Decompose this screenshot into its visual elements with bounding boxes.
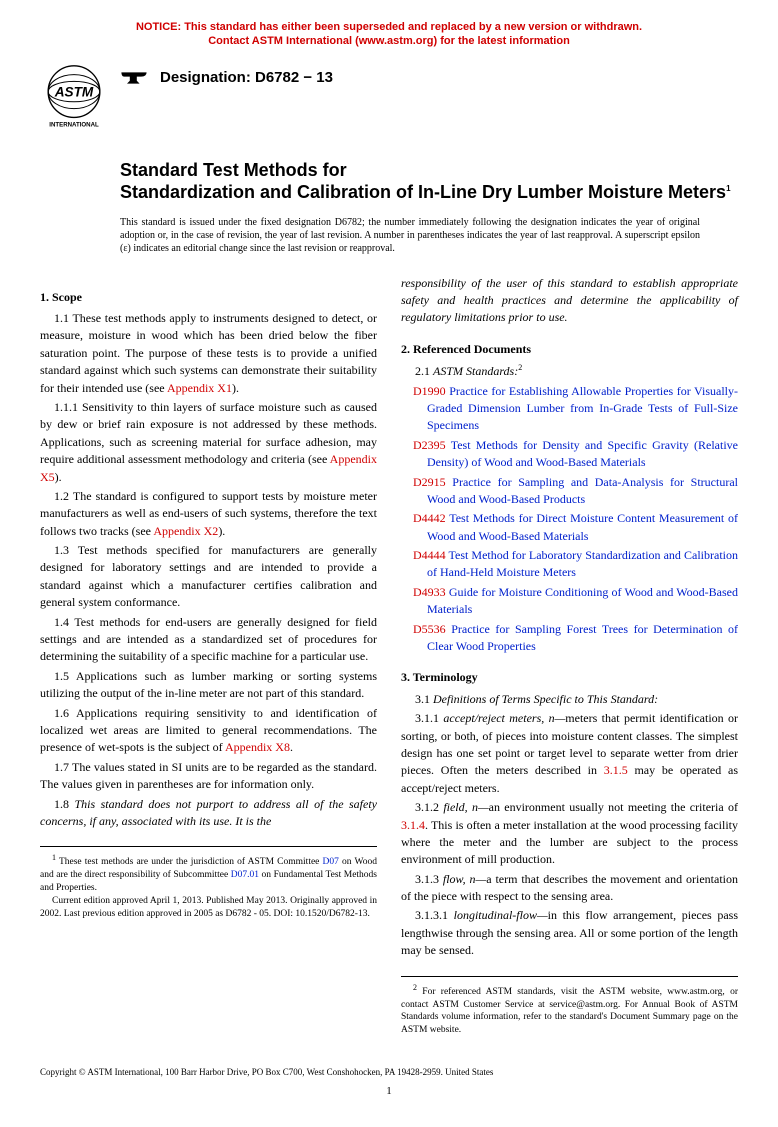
right-footnotes: 2 For referenced ASTM standards, visit t… [401,976,738,1037]
para-3-1-2: 3.1.2 field, n—an environment usually no… [401,799,738,869]
footnote-1b: Current edition approved April 1, 2013. … [40,895,377,921]
astm-logo: ASTM INTERNATIONAL [40,61,108,129]
refdocs-heading: 2. Referenced Documents [401,341,738,358]
left-column: 1. Scope 1.1 These test methods apply to… [40,275,377,1037]
para-1-7: 1.7 The values stated in SI units are to… [40,759,377,794]
reference-item[interactable]: D2915 Practice for Sampling and Data-Ana… [401,474,738,509]
page-number: 1 [40,1085,738,1097]
para-1-1-1: 1.1.1 Sensitivity to thin layers of surf… [40,399,377,486]
notice-line2: Contact ASTM International (www.astm.org… [208,35,570,47]
appendix-x2-link[interactable]: Appendix X2 [153,524,218,538]
reference-text: Practice for Sampling Forest Trees for D… [427,622,738,653]
references-list: D1990 Practice for Establishing Allowabl… [401,383,738,656]
reference-code: D4933 [413,585,446,599]
designation-text: Designation: D6782 − 13 [160,69,333,86]
reference-item[interactable]: D4933 Guide for Moisture Conditioning of… [401,584,738,619]
copyright-line: Copyright © ASTM International, 100 Barr… [40,1067,738,1077]
reference-code: D1990 [413,384,446,398]
para-1-5: 1.5 Applications such as lumber marking … [40,668,377,703]
title-line2: Standardization and Calibration of In-Li… [120,182,726,202]
para-3-1: 3.1 Definitions of Terms Specific to Thi… [401,691,738,708]
para-3-1-3: 3.1.3 flow, n—a term that describes the … [401,871,738,906]
para-3-1-1: 3.1.1 accept/reject meters, n—meters tha… [401,710,738,797]
reference-code: D4442 [413,511,446,525]
scope-heading: 1. Scope [40,289,377,306]
reference-item[interactable]: D2395 Test Methods for Density and Speci… [401,437,738,472]
reference-text: Practice for Establishing Allowable Prop… [427,384,738,433]
designation: Designation: D6782 − 13 [120,69,333,87]
notice-banner: NOTICE: This standard has either been su… [40,20,738,49]
title-sup: 1 [726,184,730,193]
issuance-note: This standard is issued under the fixed … [120,216,700,255]
reference-item[interactable]: D1990 Practice for Establishing Allowabl… [401,383,738,435]
reference-item[interactable]: D4444 Test Method for Laboratory Standar… [401,547,738,582]
title-block: Standard Test Methods for Standardizatio… [120,159,738,255]
appendix-x1-link[interactable]: Appendix X1 [167,381,232,395]
svg-text:ASTM: ASTM [54,84,94,99]
reference-item[interactable]: D5536 Practice for Sampling Forest Trees… [401,621,738,656]
reference-code: D2915 [413,475,446,489]
para-1-6: 1.6 Applications requiring sensitivity t… [40,705,377,757]
title-line1: Standard Test Methods for [120,160,347,180]
doc-title: Standard Test Methods for Standardizatio… [120,159,738,204]
footnote-1: 1 These test methods are under the juris… [40,853,377,895]
ref-3-1-5-link[interactable]: 3.1.5 [604,763,628,777]
reference-text: Guide for Moisture Conditioning of Wood … [427,585,738,616]
para-1-8-cont: responsibility of the user of this stand… [401,275,738,327]
ref-3-1-4-link[interactable]: 3.1.4 [401,818,425,832]
footnote-2: 2 For referenced ASTM standards, visit t… [401,983,738,1037]
para-1-4: 1.4 Test methods for end-users are gener… [40,614,377,666]
appendix-x8-link[interactable]: Appendix X8 [225,740,290,754]
para-1-2: 1.2 The standard is configured to suppor… [40,488,377,540]
page: NOTICE: This standard has either been su… [0,0,778,1127]
d07-01-link[interactable]: D07.01 [231,870,259,880]
reference-code: D2395 [413,438,446,452]
reference-code: D5536 [413,622,446,636]
left-footnotes: 1 These test methods are under the juris… [40,846,377,920]
svg-text:INTERNATIONAL: INTERNATIONAL [49,121,99,128]
body-columns: 1. Scope 1.1 These test methods apply to… [40,275,738,1037]
para-2-1: 2.1 ASTM Standards:2 [401,362,738,380]
reference-item[interactable]: D4442 Test Methods for Direct Moisture C… [401,510,738,545]
para-1-3: 1.3 Test methods specified for manufactu… [40,542,377,612]
reference-text: Practice for Sampling and Data-Analysis … [427,475,738,506]
reference-text: Test Methods for Direct Moisture Content… [427,511,738,542]
reference-text: Test Methods for Density and Specific Gr… [427,438,738,469]
right-column: responsibility of the user of this stand… [401,275,738,1037]
reference-code: D4444 [413,548,446,562]
d07-link[interactable]: D07 [323,857,339,867]
para-3-1-3-1: 3.1.3.1 longitudinal-flow—in this flow a… [401,907,738,959]
reference-text: Test Method for Laboratory Standardizati… [427,548,738,579]
para-1-8: 1.8 This standard does not purport to ad… [40,796,377,831]
notice-line1: NOTICE: This standard has either been su… [136,21,642,33]
anvil-icon [120,69,148,87]
header-row: ASTM INTERNATIONAL Designation: D6782 − … [40,61,738,129]
para-1-1: 1.1 These test methods apply to instrume… [40,310,377,397]
terminology-heading: 3. Terminology [401,669,738,686]
